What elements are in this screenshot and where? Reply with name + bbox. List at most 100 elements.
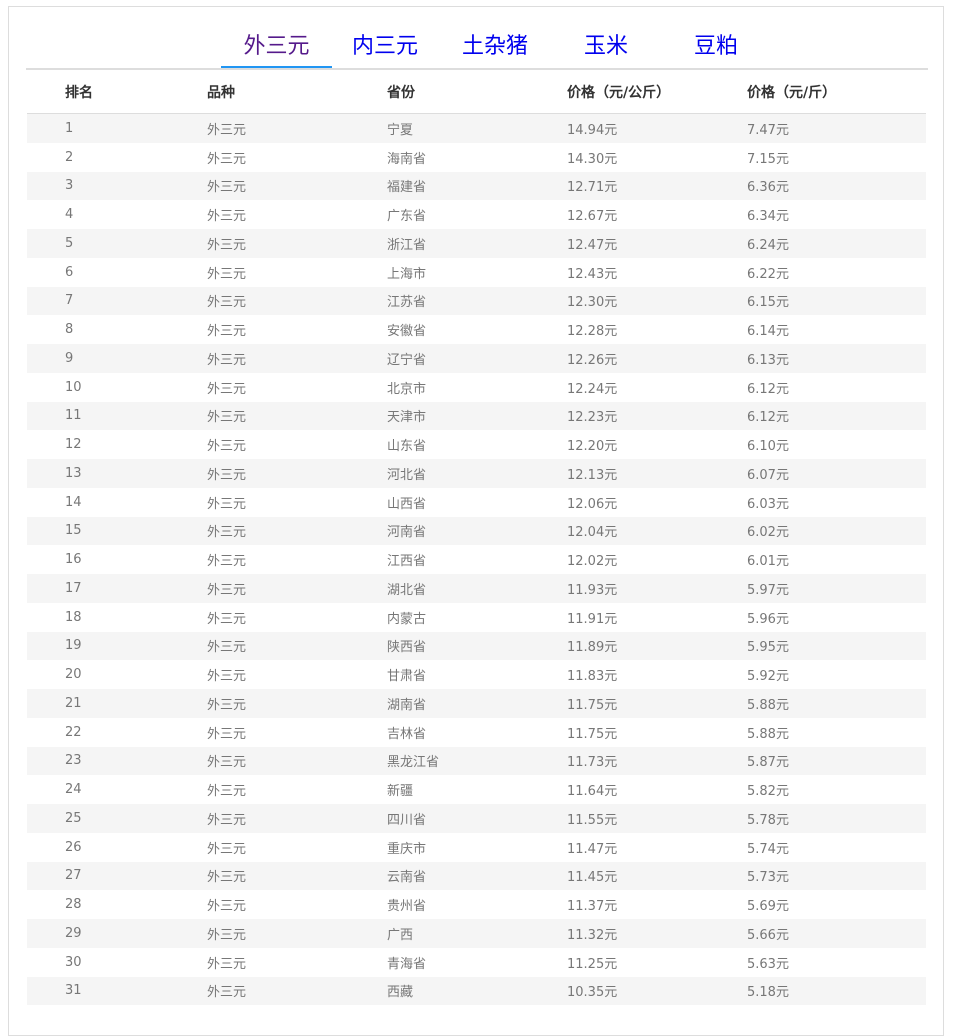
cell-variety: 外三元 xyxy=(207,669,247,685)
cell-price-per-kg: 12.20元 xyxy=(567,439,618,455)
table-row: 11 外三元 天津市 12.23元 6.12元 xyxy=(27,401,926,431)
cell-province: 浙江省 xyxy=(387,229,567,258)
cell-rank: 6 xyxy=(65,264,74,280)
cell-province: 贵州省 xyxy=(387,899,427,915)
cell-variety: 外三元 xyxy=(207,899,247,915)
cell-province: 湖北省 xyxy=(387,574,567,603)
table-row: 26 外三元 重庆市 11.47元 5.74元 xyxy=(27,833,926,862)
cell-price-per-kg: 12.30元 xyxy=(567,286,747,316)
table-row: 16 外三元 江西省 12.02元 6.01元 xyxy=(27,545,926,574)
cell-rank: 16 xyxy=(65,552,82,568)
cell-price-per-jin: 5.82元 xyxy=(747,784,789,800)
cell-rank: 18 xyxy=(65,609,82,625)
tab-wai-san-yuan[interactable]: 外三元 xyxy=(221,28,332,68)
cell-price-per-kg: 11.93元 xyxy=(567,574,747,603)
cell-variety: 外三元 xyxy=(207,459,387,488)
cell-variety: 外三元 xyxy=(207,804,387,833)
cell-province: 辽宁省 xyxy=(387,344,567,373)
cell-rank: 2 xyxy=(65,149,74,165)
table-row: 29 外三元 广西 11.32元 5.66元 xyxy=(27,919,926,948)
tab-nei-san-yuan[interactable]: 内三元 xyxy=(352,34,419,59)
cell-province: 北京市 xyxy=(387,381,427,397)
cell-rank: 28 xyxy=(65,897,82,913)
cell-variety: 外三元 xyxy=(207,439,247,455)
cell-rank: 30 xyxy=(65,954,82,970)
cell-province: 湖南省 xyxy=(387,689,567,718)
cell-rank: 1 xyxy=(27,113,207,143)
cell-price-per-jin: 6.01元 xyxy=(747,554,789,570)
table-row: 28 外三元 贵州省 11.37元 5.69元 xyxy=(27,890,926,919)
cell-rank: 12 xyxy=(65,437,82,453)
cell-rank: 17 xyxy=(27,574,207,603)
table-row: 2 外三元 海南省 14.30元 7.15元 xyxy=(27,143,926,172)
cell-rank: 20 xyxy=(65,667,82,683)
cell-rank: 10 xyxy=(65,379,82,395)
cell-price-per-kg: 12.43元 xyxy=(567,266,618,282)
cell-rank: 19 xyxy=(27,631,207,661)
cell-price-per-kg: 11.75元 xyxy=(567,689,747,718)
cell-province: 四川省 xyxy=(387,804,567,833)
cell-price-per-jin: 7.15元 xyxy=(747,151,789,167)
cell-province: 江苏省 xyxy=(387,286,567,316)
tab-soybean-meal[interactable]: 豆粕 xyxy=(694,34,739,59)
cell-price-per-kg: 11.55元 xyxy=(567,804,747,833)
cell-province: 新疆 xyxy=(387,784,414,800)
cell-price-per-jin: 5.87元 xyxy=(747,746,926,776)
cell-province: 广西 xyxy=(387,919,567,948)
cell-price-per-jin: 5.96元 xyxy=(747,611,789,627)
header-price-per-jin: 价格（元/斤） xyxy=(747,70,926,114)
table-row: 6 外三元 上海市 12.43元 6.22元 xyxy=(27,258,926,287)
cell-variety: 外三元 xyxy=(207,861,387,891)
cell-price-per-kg: 11.89元 xyxy=(567,631,747,661)
tab-corn[interactable]: 玉米 xyxy=(584,34,629,59)
cell-price-per-kg: 12.04元 xyxy=(567,516,747,546)
cell-price-per-jin: 7.47元 xyxy=(747,113,926,143)
cell-rank: 13 xyxy=(27,459,207,488)
cell-province: 广东省 xyxy=(387,209,427,225)
cell-province: 河南省 xyxy=(387,516,567,546)
cell-rank: 31 xyxy=(27,976,207,1006)
table-row: 7 外三元 江苏省 12.30元 6.15元 xyxy=(27,286,926,316)
cell-price-per-jin: 5.66元 xyxy=(747,919,926,948)
cell-province: 天津市 xyxy=(387,401,567,431)
cell-rank: 22 xyxy=(65,724,82,740)
cell-variety: 外三元 xyxy=(207,229,387,258)
cell-price-per-jin: 5.78元 xyxy=(747,804,926,833)
cell-variety: 外三元 xyxy=(207,976,387,1006)
cell-rank: 15 xyxy=(27,516,207,546)
table-row: 14 外三元 山西省 12.06元 6.03元 xyxy=(27,488,926,517)
cell-price-per-kg: 12.02元 xyxy=(567,554,618,570)
header-rank: 排名 xyxy=(27,70,207,114)
table-row: 9 外三元 辽宁省 12.26元 6.13元 xyxy=(27,344,926,373)
cell-variety: 外三元 xyxy=(207,554,247,570)
cell-price-per-jin: 5.63元 xyxy=(747,956,789,972)
cell-variety: 外三元 xyxy=(207,401,387,431)
cell-price-per-kg: 11.32元 xyxy=(567,919,747,948)
table-row: 23 外三元 黑龙江省 11.73元 5.87元 xyxy=(27,746,926,776)
cell-rank: 3 xyxy=(27,171,207,201)
cell-price-per-kg: 12.06元 xyxy=(567,496,618,512)
cell-variety: 外三元 xyxy=(207,689,387,718)
cell-province: 山东省 xyxy=(387,439,427,455)
table-row: 13 外三元 河北省 12.13元 6.07元 xyxy=(27,459,926,488)
cell-price-per-jin: 6.02元 xyxy=(747,516,926,546)
cell-variety: 外三元 xyxy=(207,784,247,800)
cell-province: 重庆市 xyxy=(387,841,427,857)
cell-price-per-jin: 5.95元 xyxy=(747,631,926,661)
cell-price-per-kg: 12.13元 xyxy=(567,459,747,488)
cell-province: 海南省 xyxy=(387,151,427,167)
cell-province: 甘肃省 xyxy=(387,669,427,685)
cell-province: 江西省 xyxy=(387,554,427,570)
table-row: 24 外三元 新疆 11.64元 5.82元 xyxy=(27,775,926,804)
table-row: 5 外三元 浙江省 12.47元 6.24元 xyxy=(27,229,926,258)
table-row: 22 外三元 吉林省 11.75元 5.88元 xyxy=(27,718,926,747)
cell-variety: 外三元 xyxy=(207,746,387,776)
cell-price-per-kg: 12.26元 xyxy=(567,344,747,373)
cell-province: 青海省 xyxy=(387,956,427,972)
cell-variety: 外三元 xyxy=(207,344,387,373)
cell-price-per-jin: 6.12元 xyxy=(747,401,926,431)
tab-tu-za-zhu[interactable]: 土杂猪 xyxy=(462,34,529,59)
cell-variety: 外三元 xyxy=(207,151,247,167)
cell-price-per-kg: 11.64元 xyxy=(567,784,618,800)
cell-price-per-jin: 6.15元 xyxy=(747,286,926,316)
